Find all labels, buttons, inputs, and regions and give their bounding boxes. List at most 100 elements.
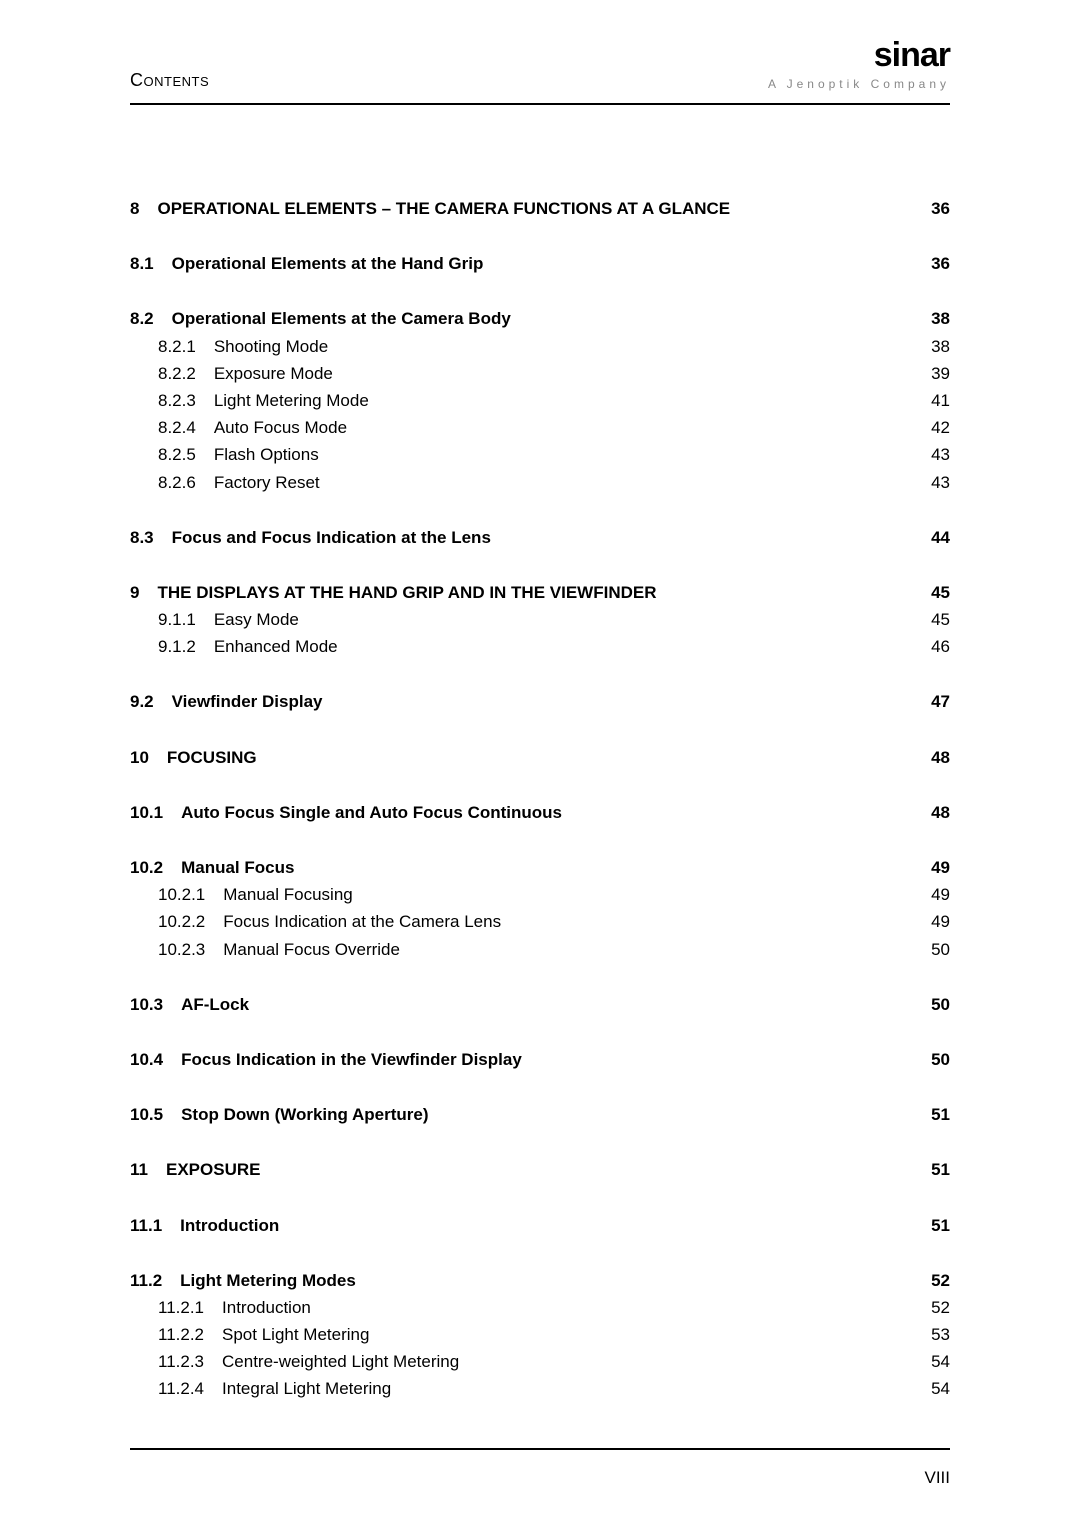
toc-gap [130,1073,950,1101]
toc-title: Manual Focusing [223,881,352,908]
toc-number: 10.4 [130,1046,181,1073]
toc-page: 39 [927,360,950,387]
toc-number: 11.2.3 [130,1348,222,1375]
toc-number: 11 [130,1156,166,1183]
toc-title: Integral Light Metering [222,1375,391,1402]
toc-number: 10.2 [130,854,181,881]
toc-title: Auto Focus Single and Auto Focus Continu… [181,799,562,826]
toc-title: Manual Focus Override [223,936,400,963]
toc-title: Flash Options [214,441,319,468]
toc-gap [130,222,950,250]
toc-number: 10.2.2 [130,908,223,935]
toc-title: Viewfinder Display [172,688,323,715]
toc-row: 9.1.2Enhanced Mode46 [130,633,950,660]
toc-number: 8.2.2 [130,360,214,387]
toc-number: 10.2.3 [130,936,223,963]
toc-row: 8.2Operational Elements at the Camera Bo… [130,305,950,332]
page-footer: VIII [130,1448,950,1488]
header-rule [130,103,950,105]
toc-page: 48 [927,799,950,826]
toc-title: Centre-weighted Light Metering [222,1348,459,1375]
toc-number: 8.1 [130,250,172,277]
toc-row: 8.3Focus and Focus Indication at the Len… [130,524,950,551]
toc-row: 8.1Operational Elements at the Hand Grip… [130,250,950,277]
toc-row: 11.2Light Metering Modes52 [130,1267,950,1294]
toc-page: 49 [927,881,950,908]
brand-block: sinar A Jenoptik Company [768,36,950,91]
toc-page: 45 [927,579,950,606]
footer-rule [130,1448,950,1450]
toc-title: Factory Reset [214,469,320,496]
toc-row: 8OPERATIONAL ELEMENTS – THE CAMERA FUNCT… [130,195,950,222]
toc-page: 38 [927,333,950,360]
toc-number: 10.5 [130,1101,181,1128]
toc-row: 9.1.1Easy Mode 45 [130,606,950,633]
toc-title: Stop Down (Working Aperture) [181,1101,428,1128]
toc-title: Introduction [222,1294,311,1321]
toc-title: Shooting Mode [214,333,328,360]
toc-title: Auto Focus Mode [214,414,347,441]
toc-row: 10.2.2Focus Indication at the Camera Len… [130,908,950,935]
toc-row: 11.2.2Spot Light Metering 53 [130,1321,950,1348]
toc-gap [130,551,950,579]
toc-row: 10.4Focus Indication in the Viewfinder D… [130,1046,950,1073]
toc-number: 8.3 [130,524,172,551]
toc-number: 8.2.5 [130,441,214,468]
toc-row: 10FOCUSING48 [130,744,950,771]
toc-row: 11EXPOSURE51 [130,1156,950,1183]
toc-page: 54 [927,1348,950,1375]
toc-row: 9.2Viewfinder Display 47 [130,688,950,715]
toc-number: 11.2.2 [130,1321,222,1348]
toc-row: 8.2.2Exposure Mode 39 [130,360,950,387]
toc-title: Light Metering Modes [180,1267,356,1294]
toc-number: 8.2.4 [130,414,214,441]
toc-number: 11.2.1 [130,1294,222,1321]
toc-row: 11.1Introduction51 [130,1212,950,1239]
toc-page: 50 [927,991,950,1018]
toc-gap [130,277,950,305]
toc-page: 45 [927,606,950,633]
toc-title: Spot Light Metering [222,1321,369,1348]
toc-number: 9.2 [130,688,172,715]
toc-row: 10.5Stop Down (Working Aperture)51 [130,1101,950,1128]
brand-tagline: A Jenoptik Company [768,77,950,91]
toc-number: 11.2 [130,1267,180,1294]
toc-title: Manual Focus [181,854,294,881]
toc-number: 10 [130,744,167,771]
toc-number: 8.2.6 [130,469,214,496]
toc-number: 9.1.1 [130,606,214,633]
toc-row: 10.2Manual Focus 49 [130,854,950,881]
toc-row: 10.1Auto Focus Single and Auto Focus Con… [130,799,950,826]
toc-row: 9THE DISPLAYS AT THE HAND GRIP AND IN TH… [130,579,950,606]
toc-gap [130,1128,950,1156]
brand-logo-text: sinar [768,36,950,75]
page-number: VIII [130,1468,950,1488]
toc-row: 11.2.1Introduction 52 [130,1294,950,1321]
toc-title: Enhanced Mode [214,633,338,660]
toc-title: Exposure Mode [214,360,333,387]
toc-gap [130,716,950,744]
toc-title: Easy Mode [214,606,299,633]
toc-page: 36 [927,250,950,277]
toc-page: 53 [927,1321,950,1348]
toc-title: THE DISPLAYS AT THE HAND GRIP AND IN THE… [157,579,656,606]
toc-row: 8.2.1Shooting Mode 38 [130,333,950,360]
toc-row: 8.2.3Light Metering Mode41 [130,387,950,414]
toc-number: 9 [130,579,157,606]
toc-number: 10.1 [130,799,181,826]
toc-page: 43 [927,441,950,468]
toc-number: 11.2.4 [130,1375,222,1402]
toc-number: 8.2.1 [130,333,214,360]
toc-page: 51 [927,1212,950,1239]
toc-number: 10.3 [130,991,181,1018]
toc-number: 10.2.1 [130,881,223,908]
toc-page: 48 [927,744,950,771]
toc-page: 49 [927,854,950,881]
toc-row: 8.2.4Auto Focus Mode 42 [130,414,950,441]
toc-page: 41 [927,387,950,414]
toc-page: 47 [927,688,950,715]
toc-gap [130,1184,950,1212]
toc-page: 52 [927,1294,950,1321]
toc-gap [130,963,950,991]
toc-page: 42 [927,414,950,441]
